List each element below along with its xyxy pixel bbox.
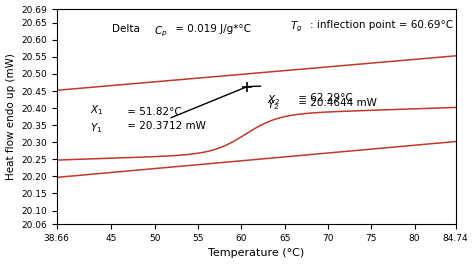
Text: Delta: Delta — [112, 24, 144, 34]
Text: $Y_2$: $Y_2$ — [267, 98, 280, 112]
Text: $T_g$: $T_g$ — [290, 20, 303, 34]
Text: = 0.019 J/g*°C: = 0.019 J/g*°C — [173, 24, 251, 34]
Text: $Y_1$: $Y_1$ — [90, 121, 102, 135]
Text: = 20.4644 mW: = 20.4644 mW — [295, 98, 377, 108]
Text: $X_1$: $X_1$ — [90, 103, 103, 117]
X-axis label: Temperature (°C): Temperature (°C) — [208, 248, 304, 258]
Text: $X_2$: $X_2$ — [267, 93, 281, 106]
Text: : inflection point = 60.69°C: : inflection point = 60.69°C — [310, 20, 453, 30]
Text: $C_p$: $C_p$ — [155, 24, 168, 39]
Y-axis label: Heat flow endo up (mW): Heat flow endo up (mW) — [6, 53, 16, 180]
Text: = 62.29°C: = 62.29°C — [295, 93, 353, 103]
Text: = 20.3712 mW: = 20.3712 mW — [125, 121, 206, 131]
Text: = 51.82°C: = 51.82°C — [125, 107, 182, 117]
